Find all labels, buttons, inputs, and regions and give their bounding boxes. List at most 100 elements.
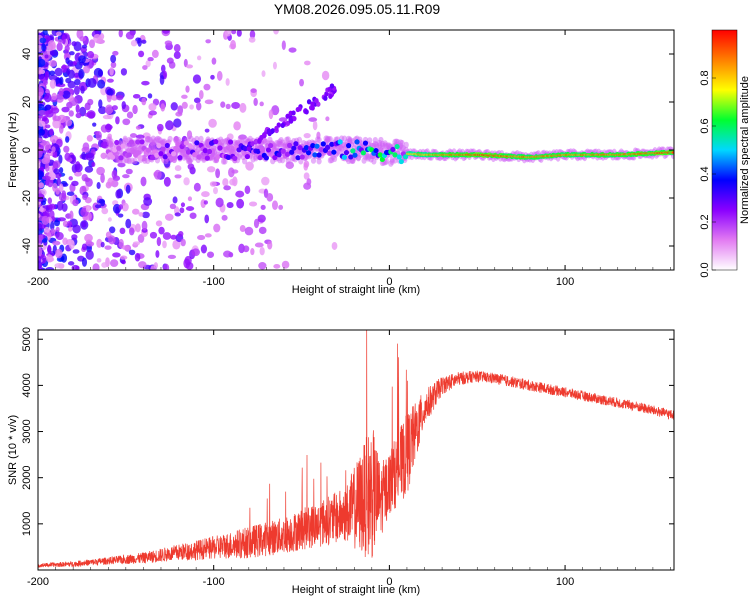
spectrogram-noise-cell: [44, 110, 49, 118]
spectrogram-wisp-cell: [288, 118, 294, 124]
spectrogram-band-core: [671, 151, 674, 154]
spectrogram-noise-cell: [192, 74, 202, 84]
spectrogram-noise-cell: [86, 110, 96, 119]
spectrogram-noise-cell: [156, 123, 164, 132]
spectrogram-noise-cell: [229, 178, 236, 186]
spectrogram-halo-cell: [205, 136, 211, 143]
spectrogram-noise-cell: [104, 245, 112, 250]
spectrogram-noise-cell: [38, 148, 43, 159]
spectrogram-noise-cell: [122, 174, 130, 179]
spectrogram-noise-cell: [106, 94, 112, 103]
snr-y-ticks: 1000 2000 3000 4000 5000: [21, 327, 674, 536]
spectrogram-noise-cell: [66, 220, 72, 227]
spectrogram-noise-cell: [52, 118, 61, 129]
spectrogram-band-cell: [257, 155, 263, 161]
spectrogram-noise-cell: [74, 72, 80, 78]
spectrogram-noise-cell: [44, 71, 50, 81]
spectrogram-halo-cell: [154, 157, 161, 164]
spectrogram-noise-cell: [44, 140, 51, 151]
spectrogram-band-cell: [316, 152, 322, 158]
spectrogram-noise-cell: [281, 40, 286, 51]
spectrogram-noise-cell: [68, 51, 75, 56]
spectrogram-noise-cell: [180, 202, 186, 208]
snr-panel: -200 -100 0 100 1000 2000 3000 4000 5000 Height…: [7, 327, 675, 596]
spectrogram-band-cell: [204, 155, 210, 161]
spectrogram-noise-cell: [78, 55, 86, 64]
spectrogram-noise-cell: [68, 226, 73, 232]
spectrogram-noise-cell: [108, 226, 116, 234]
spectrogram-noise-cell: [248, 201, 258, 207]
snr-series-line: [38, 330, 674, 568]
spectrogram-noise-cell: [72, 60, 78, 66]
spectrogram-noise-cell: [245, 161, 254, 171]
spectrogram-noise-cell: [253, 218, 260, 229]
spectrogram-noise-cell: [141, 80, 150, 86]
spectrogram-noise-cell: [107, 177, 114, 187]
snr-line-layer: [38, 330, 674, 568]
spectrogram-wisp-cell: [310, 105, 315, 111]
y-tick-label: 40: [21, 48, 33, 60]
spectrogram-noise-cell: [97, 79, 106, 89]
spectrogram-noise-cell: [87, 77, 97, 88]
spectrogram-noise-cell: [41, 175, 51, 181]
spectrogram-noise-cell: [58, 154, 63, 164]
spectrogram-noise-cell: [138, 50, 145, 58]
spectrogram-noise-cell: [239, 102, 247, 113]
spectrogram-band-cell: [299, 154, 305, 160]
spectrogram-noise-cell: [197, 234, 206, 241]
spectrogram-noise-cell: [45, 267, 55, 270]
spectrogram-noise-cell: [74, 163, 83, 173]
spectrogram-noise-cell: [71, 264, 80, 270]
spectrogram-noise-cell: [112, 50, 119, 56]
spectrogram-noise-cell: [193, 97, 201, 104]
spectrogram-noise-cell: [100, 199, 106, 207]
spectrogram-noise-cell: [201, 191, 210, 198]
spectrogram-band-cell: [118, 155, 124, 161]
spectrogram-noise-cell: [185, 206, 195, 212]
spectrogram-band-cell: [352, 152, 358, 158]
spectrogram-noise-cell: [132, 93, 141, 99]
spectrogram-noise-cell: [254, 242, 264, 248]
spectrogram-band-cell: [160, 146, 166, 152]
spectrogram-noise-cell: [143, 197, 153, 206]
spectrogram-noise-cell: [169, 203, 177, 210]
y-tick-label: -20: [21, 190, 33, 206]
spectrogram-band-cell: [348, 154, 354, 160]
spectrogram-noise-cell: [47, 244, 52, 255]
y-tick-label: 3000: [21, 419, 33, 443]
spectrogram-noise-cell: [110, 61, 117, 69]
spectrogram-noise-cell: [209, 181, 217, 187]
spectrogram-band-cell: [341, 154, 348, 160]
spectrogram-band-cell: [259, 147, 265, 153]
spectrogram-noise-cell: [85, 205, 91, 213]
spectrogram-band-cell: [156, 143, 162, 149]
spectrogram-wisp-cell: [329, 83, 335, 89]
spectrogram-noise-cell: [56, 42, 63, 52]
spectrogram-noise-cell: [273, 30, 279, 35]
spectrogram-noise-cell: [137, 234, 145, 243]
spectrogram-noise-cell: [39, 206, 44, 212]
spectrogram-noise-cell: [38, 66, 43, 75]
spectrogram-noise-cell: [231, 30, 237, 35]
spectrogram-noise-cell: [93, 33, 102, 44]
spectrogram-noise-cell: [97, 69, 104, 77]
spectrogram-noise-cell: [303, 172, 310, 180]
spectrogram-halo-cell: [296, 136, 303, 144]
figure-title: YM08.2026.095.05.11.R09: [274, 1, 441, 17]
spectrogram-noise-cell: [47, 197, 53, 205]
spectrogram-noise-cell: [167, 254, 177, 259]
spectrogram-noise-cell: [109, 259, 119, 267]
spectrogram-wisp-cell: [250, 141, 255, 147]
spectrogram-noise-cell: [100, 86, 108, 96]
spectrogram-noise-cell: [132, 241, 140, 246]
spectrogram-noise-cell: [108, 235, 116, 245]
spectrogram-noise-cell: [62, 220, 69, 228]
spectrogram-noise-cell: [118, 204, 123, 210]
spectrogram-noise-cell: [266, 193, 274, 202]
x-tick-label: 0: [386, 276, 392, 288]
spectrogram-noise-cell: [84, 102, 91, 111]
spectrogram-band-cell: [194, 140, 200, 146]
colorbar-ticks: 0.0 0.2 0.4 0.6 0.8: [699, 70, 716, 278]
spectrogram-band-cell: [280, 148, 286, 154]
spectrogram-wisp-cell: [304, 109, 309, 115]
